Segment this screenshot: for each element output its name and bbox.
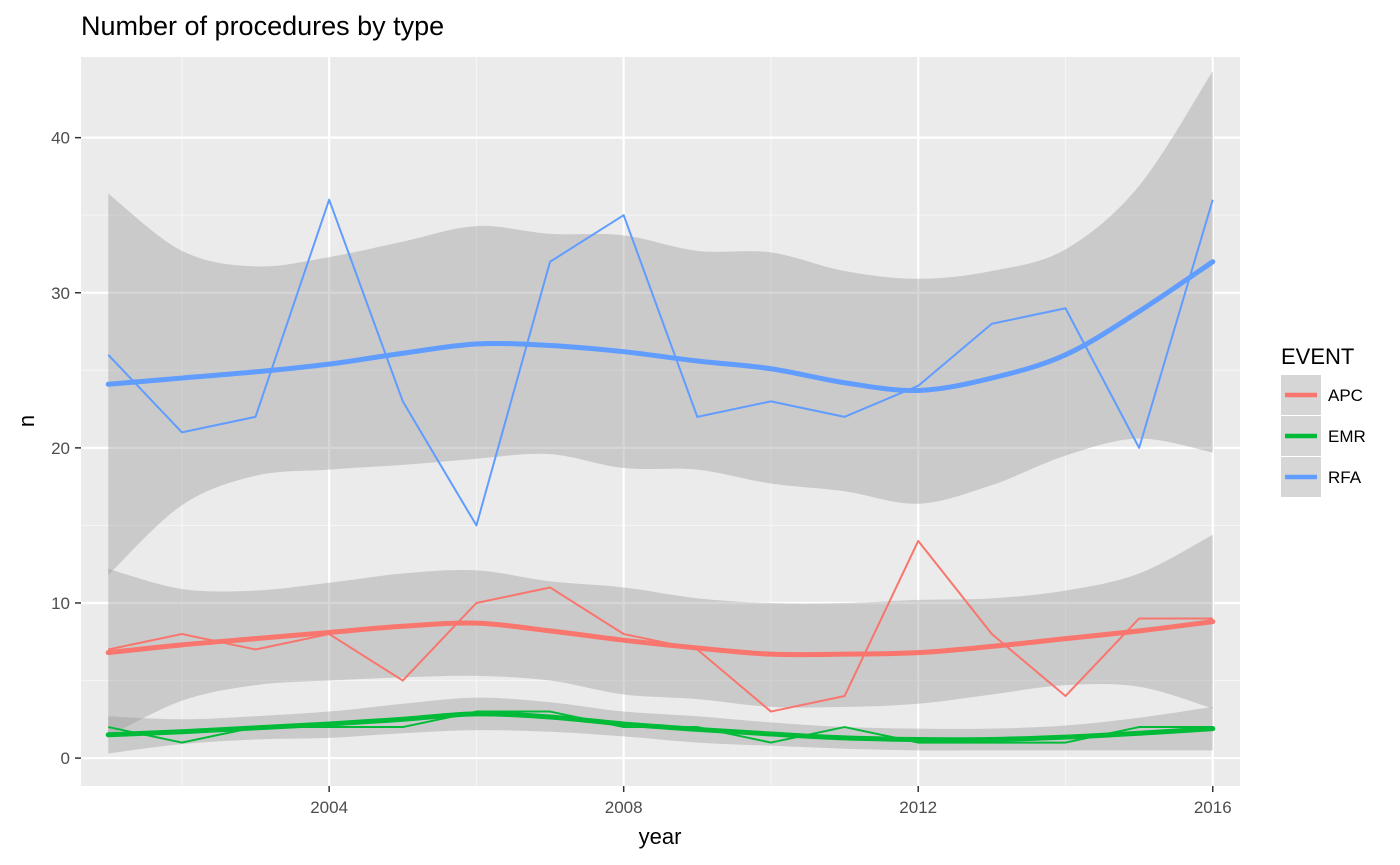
band-apc [108, 534, 1213, 737]
grid-minor [81, 57, 1240, 786]
y-tick-label: 30 [51, 284, 70, 303]
x-tick-label: 2008 [605, 798, 643, 817]
grid-major [81, 57, 1240, 786]
legend-label-rfa: RFA [1328, 468, 1362, 487]
axes: 2004 2008 2012 2016 0 10 20 30 40 [51, 129, 1232, 817]
legend-label-apc: APC [1328, 386, 1363, 405]
y-tick-label: 10 [51, 594, 70, 613]
x-tick-label: 2016 [1194, 798, 1232, 817]
x-axis-title: year [639, 824, 682, 849]
legend: EVENT APC EMR RFA [1281, 344, 1366, 497]
smooth-line-rfa [105, 259, 1216, 394]
raw-line-rfa [107, 198, 1214, 527]
y-axis-title: n [14, 415, 39, 427]
smooth-lines [105, 259, 1216, 743]
chart-title: Number of procedures by type [81, 11, 444, 41]
raw-line-apc [108, 539, 1213, 713]
legend-label-emr: EMR [1328, 427, 1366, 446]
x-tick-label: 2012 [899, 798, 937, 817]
plot-panel [81, 57, 1240, 786]
band-rfa [108, 70, 1213, 576]
legend-title: EVENT [1281, 344, 1354, 369]
y-tick-label: 0 [61, 749, 70, 768]
smooth-line-emr [105, 711, 1216, 743]
x-tick-label: 2004 [310, 798, 348, 817]
y-tick-label: 40 [51, 129, 70, 148]
y-tick-label: 20 [51, 439, 70, 458]
smooth-line-apc [105, 619, 1216, 658]
